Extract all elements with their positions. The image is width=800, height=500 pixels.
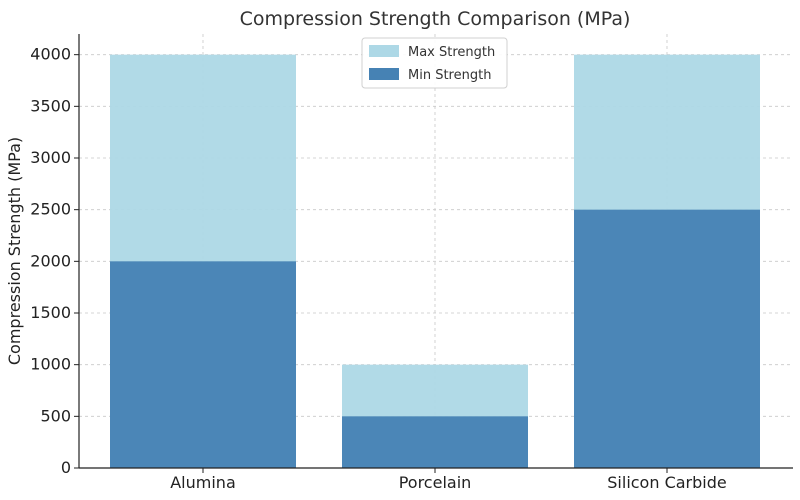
y-tick-label: 0 xyxy=(61,458,71,477)
bar-min-strength xyxy=(110,261,296,468)
y-tick-label: 3000 xyxy=(30,148,71,167)
x-tick-label: Porcelain xyxy=(399,473,472,492)
y-tick-label: 4000 xyxy=(30,45,71,64)
y-tick-label: 3500 xyxy=(30,96,71,115)
x-tick-label: Silicon Carbide xyxy=(607,473,726,492)
legend-swatch-max xyxy=(369,45,399,57)
x-tick-label: Alumina xyxy=(170,473,236,492)
y-tick-label: 1000 xyxy=(30,355,71,374)
legend-label-min: Min Strength xyxy=(408,68,491,83)
bars xyxy=(110,54,760,469)
y-tick-label: 2000 xyxy=(30,251,71,270)
legend: Max Strength Min Strength xyxy=(361,37,508,89)
bar-min-strength xyxy=(574,209,760,468)
bar-min-strength xyxy=(342,416,528,468)
chart-title: Compression Strength Comparison (MPa) xyxy=(240,8,631,30)
y-tick-label: 1500 xyxy=(30,303,71,322)
legend-label-max: Max Strength xyxy=(408,45,495,60)
y-tick-label: 500 xyxy=(40,406,71,425)
y-axis-label: Compression Strength (MPa) xyxy=(5,137,24,365)
x-ticks: Alumina Porcelain Silicon Carbide xyxy=(170,468,727,492)
legend-swatch-min xyxy=(369,68,399,80)
y-ticks: 0 500 1000 1500 2000 2500 3000 3500 4000 xyxy=(30,45,79,477)
y-tick-label: 2500 xyxy=(30,200,71,219)
